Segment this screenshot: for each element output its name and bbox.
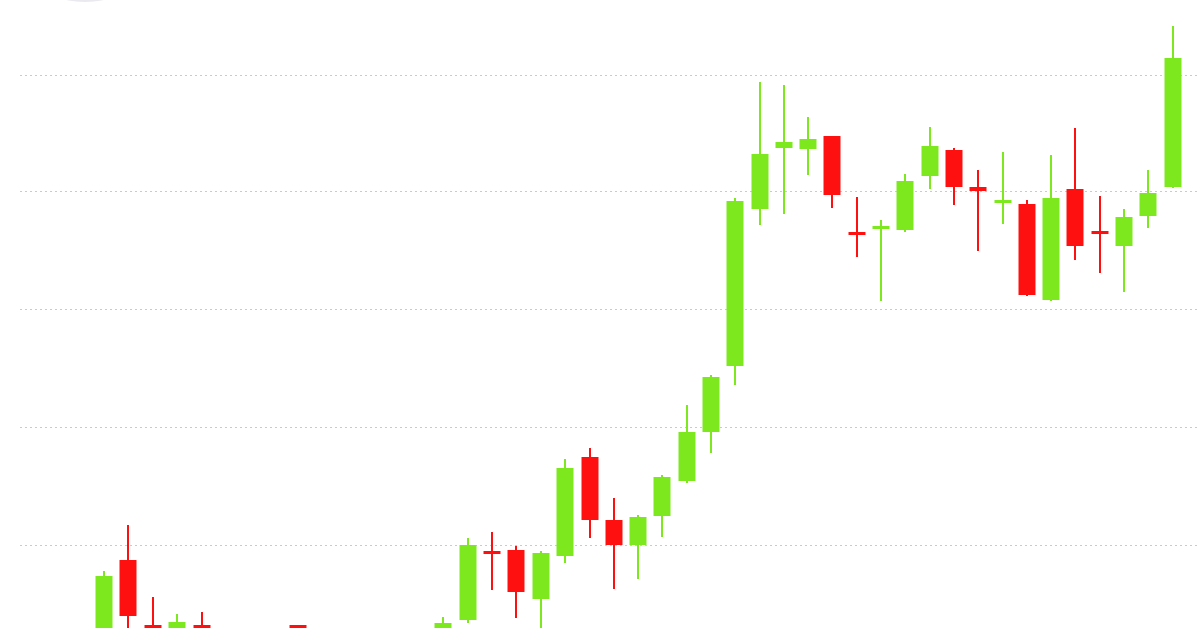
candle-21 — [775, 85, 793, 214]
candle-body — [1018, 204, 1036, 295]
candle-body — [168, 622, 186, 628]
candle-body — [1042, 198, 1060, 300]
candle-20 — [751, 82, 769, 225]
candle-18 — [702, 375, 720, 453]
candle-body — [702, 377, 720, 432]
candle-body — [994, 200, 1012, 203]
candle-body — [1164, 58, 1182, 187]
candle-29 — [969, 170, 987, 251]
candle-8 — [459, 538, 477, 623]
candle-body — [1139, 193, 1157, 216]
candle-body — [629, 517, 647, 545]
candle-2 — [119, 525, 137, 628]
candle-1 — [95, 571, 113, 628]
candle-32 — [1042, 155, 1060, 301]
candle-body — [896, 181, 914, 230]
candle-body — [848, 232, 866, 235]
candle-30 — [994, 152, 1012, 224]
candle-23 — [823, 136, 841, 208]
corner-badge — [66, 0, 104, 2]
candle-body — [119, 560, 137, 616]
candle-10 — [507, 546, 525, 618]
candle-7 — [434, 617, 452, 628]
candle-33 — [1066, 128, 1084, 260]
candle-body — [507, 550, 525, 592]
candle-34 — [1091, 196, 1109, 273]
candle-body — [434, 623, 452, 628]
candle-15 — [629, 515, 647, 579]
candle-body — [653, 477, 671, 516]
candle-4 — [168, 614, 186, 628]
candle-14 — [605, 498, 623, 589]
candle-body — [193, 625, 211, 628]
candle-12 — [556, 459, 574, 563]
candle-body — [605, 520, 623, 545]
candle-13 — [581, 448, 599, 538]
candle-body — [945, 150, 963, 187]
candle-body — [751, 154, 769, 209]
candle-17 — [678, 405, 696, 483]
candle-body — [144, 625, 162, 628]
candle-31 — [1018, 200, 1036, 296]
candle-body — [1115, 217, 1133, 246]
candle-body — [289, 625, 307, 628]
candle-25 — [872, 220, 890, 301]
candle-body — [581, 457, 599, 520]
candle-body — [678, 432, 696, 481]
candle-body — [775, 142, 793, 148]
candle-24 — [848, 197, 866, 257]
candle-16 — [653, 475, 671, 537]
candle-body — [459, 545, 477, 620]
candle-9 — [483, 532, 501, 590]
candle-body — [483, 551, 501, 554]
candle-26 — [896, 174, 914, 232]
candle-body — [799, 139, 817, 149]
candle-body — [969, 187, 987, 191]
candle-37 — [1164, 26, 1182, 188]
candle-11 — [532, 551, 550, 628]
candle-3 — [144, 597, 162, 628]
candle-body — [921, 146, 939, 176]
candle-body — [823, 136, 841, 195]
candle-body — [1091, 231, 1109, 234]
candle-36 — [1139, 170, 1157, 228]
candle-body — [556, 468, 574, 556]
candle-body — [726, 201, 744, 366]
candle-body — [1066, 189, 1084, 246]
candle-body — [872, 226, 890, 229]
candle-35 — [1115, 209, 1133, 292]
candle-22 — [799, 117, 817, 175]
candle-5 — [193, 612, 211, 628]
candle-28 — [945, 148, 963, 205]
grid-layer — [20, 75, 1200, 546]
candle-19 — [726, 198, 744, 385]
candle-body — [95, 576, 113, 628]
candle-27 — [921, 127, 939, 189]
candle-body — [532, 553, 550, 599]
candles-layer — [95, 26, 1182, 628]
